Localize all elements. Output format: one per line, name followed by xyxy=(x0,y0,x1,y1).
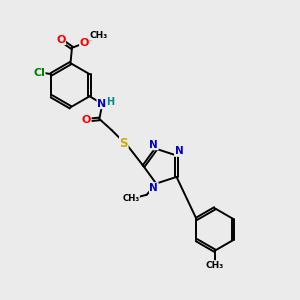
Text: O: O xyxy=(80,38,89,47)
Text: CH₃: CH₃ xyxy=(206,261,224,270)
Text: N: N xyxy=(149,140,158,150)
Text: Cl: Cl xyxy=(33,68,45,78)
Text: CH₃: CH₃ xyxy=(122,194,140,203)
Text: CH₃: CH₃ xyxy=(90,31,108,40)
Text: O: O xyxy=(56,34,65,45)
Text: O: O xyxy=(82,116,91,125)
Text: N: N xyxy=(149,183,158,193)
Text: N: N xyxy=(97,99,106,109)
Text: S: S xyxy=(119,136,128,150)
Text: H: H xyxy=(106,97,114,107)
Text: N: N xyxy=(175,146,183,156)
